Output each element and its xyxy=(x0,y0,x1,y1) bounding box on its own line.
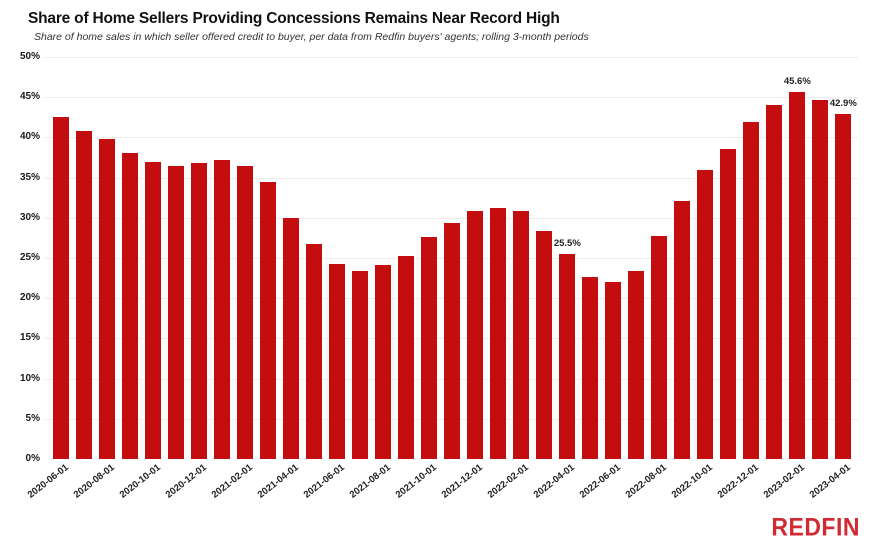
bar-2021-06-01 xyxy=(329,263,346,459)
bar-2022-05-01 xyxy=(582,276,599,459)
y-axis-label: 15% xyxy=(19,332,40,344)
bar-2023-03-01 xyxy=(812,99,829,459)
bar-2021-02-01 xyxy=(237,165,254,459)
x-axis-label: 2022-06-01 xyxy=(577,462,624,501)
bar-2023-01-01 xyxy=(766,105,783,459)
bar-2020-09-01 xyxy=(122,153,139,459)
bar-2022-10-01 xyxy=(697,170,714,459)
bar-2021-08-01 xyxy=(375,265,392,459)
y-axis-label: 45% xyxy=(19,91,40,103)
y-axis-label: 5% xyxy=(25,412,40,424)
x-axis-label: 2023-04-01 xyxy=(807,462,854,501)
x-axis-label: 2021-10-01 xyxy=(393,462,440,501)
x-axis-label: 2022-04-01 xyxy=(531,462,578,501)
bar-2020-08-01 xyxy=(99,139,116,459)
bar-2022-07-01 xyxy=(628,270,645,459)
gridline xyxy=(45,177,858,179)
bar-2022-02-01 xyxy=(513,210,530,459)
bar-annotation: 45.6% xyxy=(783,76,811,88)
y-axis-label: 40% xyxy=(19,131,40,143)
y-axis-label: 30% xyxy=(19,211,40,223)
x-axis-label: 2023-02-01 xyxy=(761,462,808,501)
bar-2022-08-01 xyxy=(651,236,668,459)
gridline xyxy=(45,217,858,219)
x-axis-label: 2022-02-01 xyxy=(485,462,532,501)
x-axis-label: 2020-08-01 xyxy=(71,462,118,501)
plot-area xyxy=(45,57,858,459)
bar-2022-11-01 xyxy=(720,148,737,459)
bar-2022-12-01 xyxy=(743,122,760,459)
y-axis-label: 0% xyxy=(25,453,40,464)
bar-2022-06-01 xyxy=(605,282,622,459)
y-axis-label: 25% xyxy=(19,252,40,263)
bar-2021-10-01 xyxy=(421,237,438,459)
bar-2021-11-01 xyxy=(444,222,461,459)
bar-2020-10-01 xyxy=(145,161,162,459)
bar-2022-09-01 xyxy=(674,200,691,459)
x-axis-label: 2020-06-01 xyxy=(25,462,72,501)
bar-2022-01-01 xyxy=(490,208,507,459)
bar-2021-07-01 xyxy=(352,270,369,459)
bar-2023-02-01 xyxy=(789,92,806,459)
x-axis-label: 2021-12-01 xyxy=(439,462,486,501)
gridline xyxy=(45,137,858,139)
bar-2021-01-01 xyxy=(214,159,231,459)
bar-annotation: 42.9% xyxy=(829,98,857,110)
bar-annotation: 25.5% xyxy=(553,237,581,249)
y-axis-label: 20% xyxy=(19,292,40,304)
gridline xyxy=(45,97,858,99)
bar-2021-03-01 xyxy=(260,182,277,459)
gridline xyxy=(45,57,858,58)
bar-2021-09-01 xyxy=(398,256,415,459)
y-axis-label: 10% xyxy=(19,372,40,384)
y-axis-label: 50% xyxy=(19,51,40,62)
bar-2021-12-01 xyxy=(467,211,484,459)
x-axis-label: 2021-02-01 xyxy=(209,462,256,501)
bar-2023-04-01 xyxy=(835,114,852,459)
x-axis-label: 2022-10-01 xyxy=(669,462,716,501)
x-axis-label: 2021-08-01 xyxy=(347,462,394,501)
x-axis-label: 2021-04-01 xyxy=(255,462,302,501)
bar-2022-03-01 xyxy=(536,230,553,459)
x-axis-label: 2022-12-01 xyxy=(715,462,762,501)
y-axis-label: 35% xyxy=(19,171,40,183)
x-axis-label: 2020-12-01 xyxy=(163,462,210,501)
bar-2020-11-01 xyxy=(168,165,185,459)
bar-2020-06-01 xyxy=(53,117,70,459)
redfin-logo: REDFIN xyxy=(771,512,860,541)
chart-subtitle: Share of home sales in which seller offe… xyxy=(34,31,589,43)
x-axis-label: 2020-10-01 xyxy=(117,462,164,501)
bar-2021-05-01 xyxy=(306,243,323,459)
bar-2020-07-01 xyxy=(76,130,93,459)
bar-2021-04-01 xyxy=(283,217,300,459)
bar-2022-04-01 xyxy=(559,253,576,459)
x-axis-label: 2022-08-01 xyxy=(623,462,670,501)
chart-title: Share of Home Sellers Providing Concessi… xyxy=(28,10,560,27)
bar-2020-12-01 xyxy=(191,163,208,459)
x-axis-label: 2021-06-01 xyxy=(301,462,348,501)
